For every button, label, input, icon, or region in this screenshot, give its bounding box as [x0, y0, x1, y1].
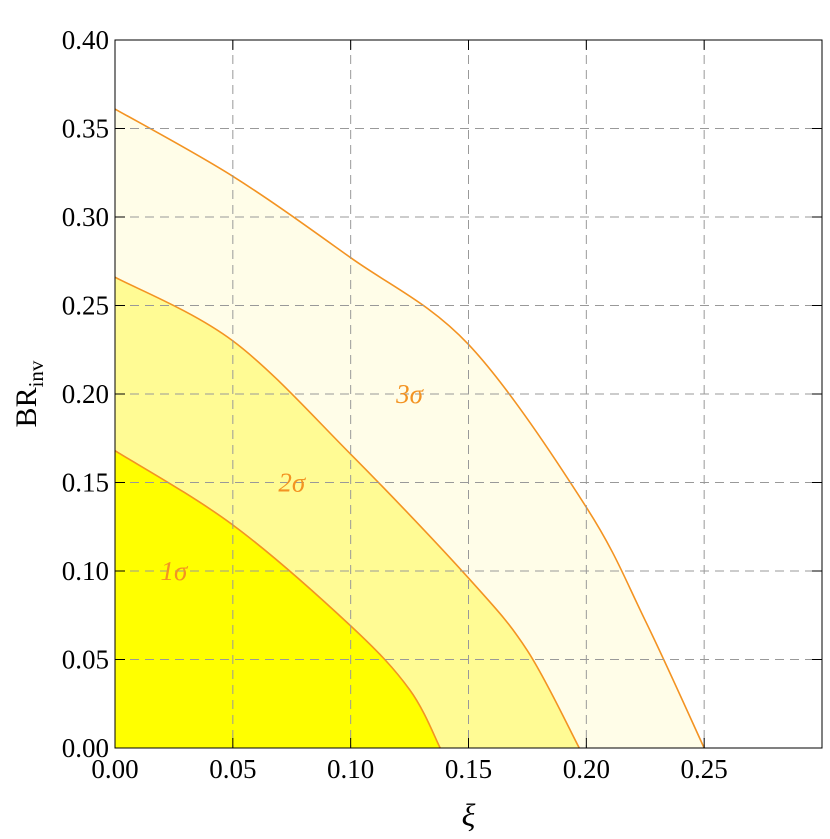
plot-frame — [114, 39, 823, 749]
y-axis-label-sub: inv — [24, 360, 48, 387]
x-tick-label: 0.00 — [91, 754, 138, 784]
x-axis-label: ξ — [462, 797, 476, 833]
y-tick-label: 0.35 — [62, 114, 109, 144]
y-tick-label: 0.25 — [62, 291, 109, 321]
region-label: 3σ — [395, 379, 425, 409]
region-label: 1σ — [161, 556, 190, 586]
y-axis-label: BRinv — [10, 360, 48, 427]
x-tick-label: 0.05 — [209, 754, 256, 784]
y-tick-label: 0.20 — [62, 379, 109, 409]
x-tick-label: 0.20 — [563, 754, 610, 784]
contour-line — [114, 276, 580, 749]
x-tick-label: 0.15 — [445, 754, 492, 784]
y-tick-label: 0.40 — [62, 25, 109, 55]
y-axis-label-main: BR — [10, 387, 43, 427]
region-fill — [115, 450, 441, 748]
y-tick-label: 0.05 — [62, 645, 109, 675]
y-tick-label: 0.30 — [62, 202, 109, 232]
x-tick-label: 0.25 — [681, 754, 728, 784]
region-label: 2σ — [278, 468, 307, 498]
contour-line — [114, 449, 441, 749]
y-tick-label: 0.00 — [62, 733, 109, 763]
y-tick-label: 0.10 — [62, 556, 109, 586]
y-tick-label: 0.15 — [62, 468, 109, 498]
x-tick-label: 0.10 — [327, 754, 374, 784]
